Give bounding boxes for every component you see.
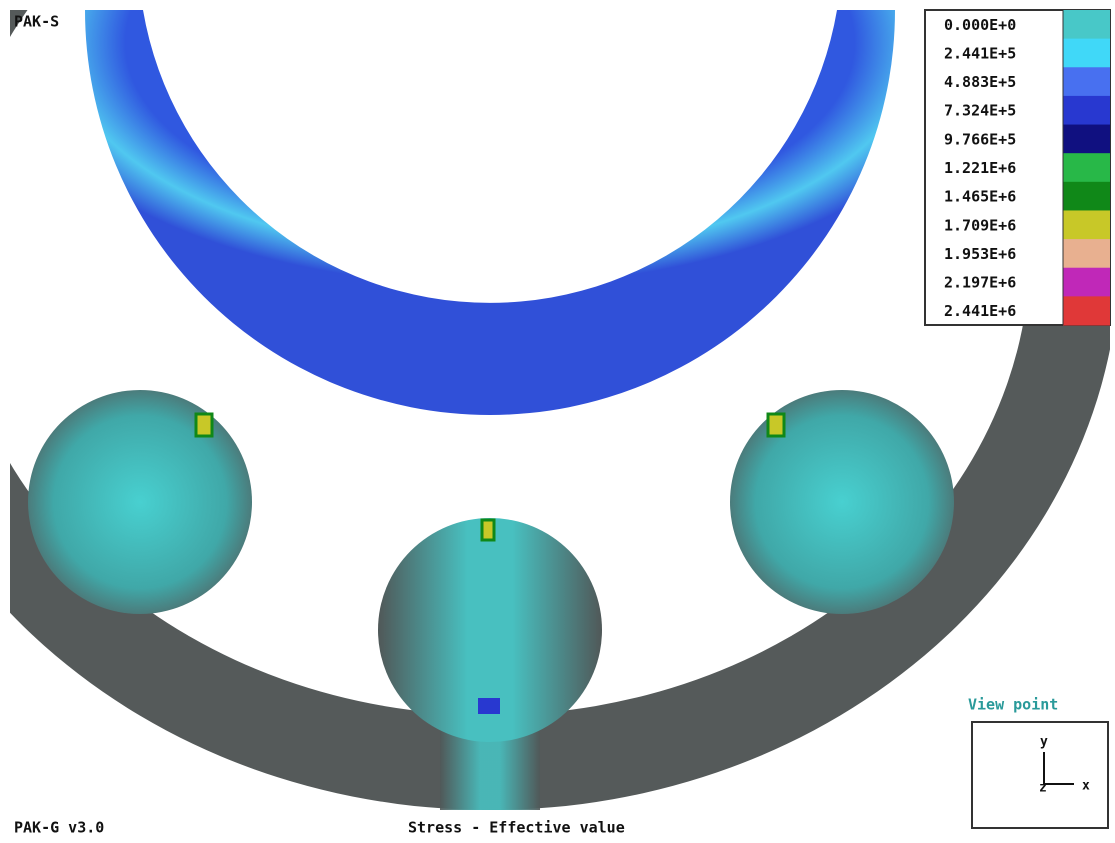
legend-label: 7.324E+5 <box>944 102 1016 120</box>
legend-label: 1.221E+6 <box>944 159 1016 177</box>
legend-swatch <box>1063 153 1110 182</box>
stress-peak <box>482 520 494 540</box>
legend-label: 0.000E+0 <box>944 16 1016 34</box>
legend-swatch <box>1063 125 1110 154</box>
legend: 0.000E+0 2.441E+5 4.883E+5 7.324E+5 9.766E+5… <box>925 10 1110 326</box>
app-title: PAK-S <box>14 13 59 31</box>
axis-label: z <box>1039 781 1047 796</box>
legend-label: 2.197E+6 <box>944 274 1016 292</box>
axis-label: x <box>1082 779 1090 794</box>
viewpoint-title: View point <box>968 696 1058 714</box>
inner-ring <box>85 10 895 415</box>
legend-swatch <box>1063 96 1110 125</box>
legend-label: 4.883E+5 <box>944 73 1016 91</box>
legend-label: 1.953E+6 <box>944 245 1016 263</box>
stress-peak <box>196 414 212 436</box>
legend-label: 9.766E+5 <box>944 130 1016 148</box>
caption: Stress - Effective value <box>408 819 625 837</box>
stress-peak <box>478 698 500 714</box>
legend-swatch <box>1063 296 1110 325</box>
legend-label: 1.709E+6 <box>944 216 1016 234</box>
roller <box>730 390 954 614</box>
roller <box>28 390 252 614</box>
stress-peak <box>768 414 784 436</box>
legend-swatch <box>1063 182 1110 211</box>
program-version: PAK-G v3.0 <box>14 819 104 837</box>
legend-swatch <box>1063 67 1110 96</box>
legend-label: 1.465E+6 <box>944 188 1016 206</box>
legend-swatch <box>1063 210 1110 239</box>
legend-swatch <box>1063 39 1110 68</box>
screen: PAK-S 0.000E+0 2.441E+5 4.883E+5 7.324E+5 9.… <box>0 0 1115 843</box>
legend-swatch <box>1063 239 1110 268</box>
legend-swatch <box>1063 10 1110 39</box>
legend-swatch <box>1063 268 1110 297</box>
legend-label: 2.441E+5 <box>944 44 1016 62</box>
legend-label: 2.441E+6 <box>944 302 1016 320</box>
axis-label: y <box>1040 735 1048 750</box>
